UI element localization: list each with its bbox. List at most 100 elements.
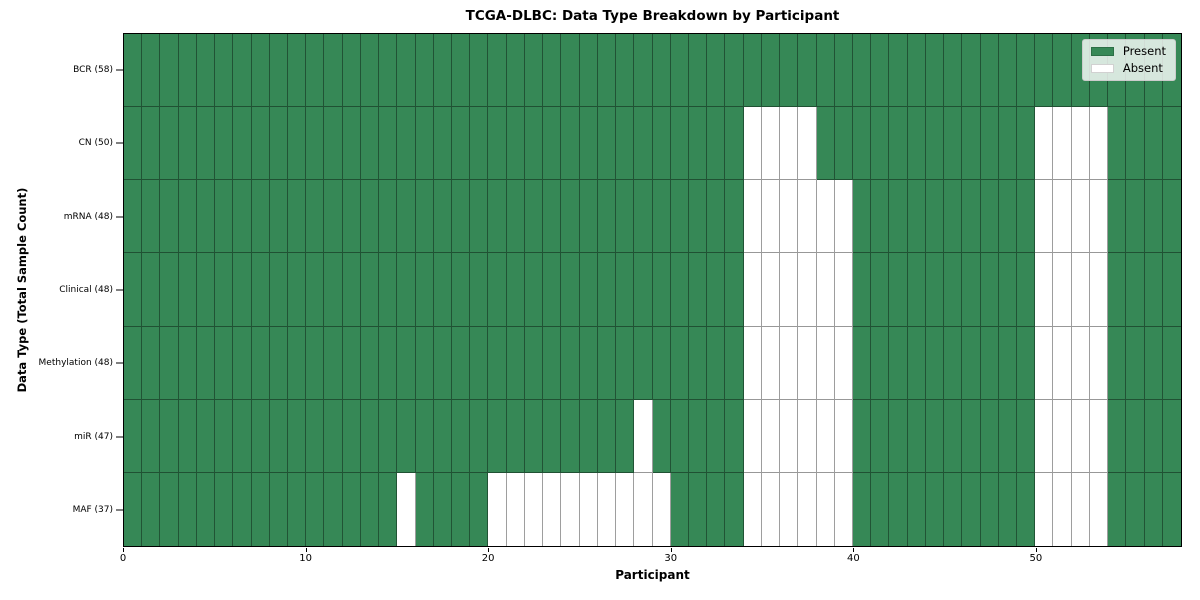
heatmap-cell <box>543 472 562 546</box>
heatmap-cell <box>634 180 653 254</box>
heatmap-cell <box>852 326 872 400</box>
x-tick-label: 40 <box>846 553 860 564</box>
heatmap-cell <box>670 399 689 473</box>
heatmap-cell <box>688 34 708 108</box>
heatmap-cell <box>288 107 307 181</box>
heatmap-cell <box>470 399 489 473</box>
heatmap-cell <box>925 107 945 181</box>
heatmap-cell <box>670 472 689 546</box>
heatmap-cell <box>379 107 398 181</box>
heatmap-cell <box>251 326 270 400</box>
heatmap-cell <box>233 180 252 254</box>
legend-entry-absent: Absent <box>1090 62 1166 75</box>
heatmap-cell <box>998 180 1017 254</box>
heatmap-cell <box>269 180 289 254</box>
heatmap-cell <box>506 326 525 400</box>
heatmap-cell <box>251 180 270 254</box>
heatmap-cell <box>1108 180 1127 254</box>
heatmap-cell <box>215 180 234 254</box>
heatmap-cell <box>707 180 726 254</box>
heatmap-cell <box>379 253 398 327</box>
heatmap-cell <box>1089 253 1109 327</box>
heatmap-cell <box>306 253 325 327</box>
heatmap-cell <box>251 472 270 546</box>
heatmap-cell <box>725 34 744 108</box>
heatmap-cell <box>616 326 635 400</box>
heatmap-cell <box>196 107 216 181</box>
heatmap-cell <box>852 253 872 327</box>
heatmap-cell <box>415 472 434 546</box>
heatmap-cell <box>652 326 671 400</box>
heatmap-cell <box>597 107 617 181</box>
heatmap-cell <box>196 253 216 327</box>
heatmap-cell <box>160 34 179 108</box>
heatmap-cell <box>269 253 289 327</box>
heatmap-cell <box>597 253 617 327</box>
heatmap-cell <box>1126 472 1145 546</box>
heatmap-cell <box>124 107 143 181</box>
heatmap-cell <box>124 180 143 254</box>
heatmap-cell <box>889 472 908 546</box>
heatmap-cell <box>688 253 708 327</box>
heatmap-cell <box>944 180 963 254</box>
heatmap-cell <box>1016 472 1036 546</box>
heatmap-cell <box>342 399 361 473</box>
heatmap-cell <box>524 399 544 473</box>
heatmap-cell <box>944 107 963 181</box>
heatmap-cell <box>1016 399 1036 473</box>
heatmap-cell <box>725 107 744 181</box>
y-tick-label: miR (47) <box>74 431 113 442</box>
heatmap-cell <box>688 399 708 473</box>
heatmap-cell <box>652 180 671 254</box>
heatmap-cell <box>852 399 872 473</box>
heatmap-cell <box>142 472 161 546</box>
heatmap-cell <box>1053 107 1072 181</box>
heatmap-cell <box>1126 180 1145 254</box>
heatmap-cell <box>707 253 726 327</box>
heatmap-cell <box>415 107 434 181</box>
heatmap-cell <box>798 180 817 254</box>
heatmap-cell <box>1053 472 1072 546</box>
heatmap-cell <box>852 472 872 546</box>
heatmap-cell <box>1016 34 1036 108</box>
heatmap-cell <box>488 180 507 254</box>
heatmap-cell <box>488 399 507 473</box>
heatmap-cell <box>178 472 197 546</box>
y-tick-label: mRNA (48) <box>63 211 113 222</box>
heatmap-cell <box>215 34 234 108</box>
heatmap-cell <box>306 472 325 546</box>
heatmap-cell <box>433 180 453 254</box>
x-tick-mark <box>123 548 124 552</box>
heatmap-cell <box>616 253 635 327</box>
heatmap-cell <box>707 326 726 400</box>
heatmap-cell <box>816 326 835 400</box>
heatmap-cell <box>616 472 635 546</box>
heatmap-cell <box>579 472 598 546</box>
legend-label-present: Present <box>1122 44 1166 58</box>
heatmap-cell <box>360 326 380 400</box>
heatmap-cell <box>852 180 872 254</box>
heatmap-cell <box>1089 399 1109 473</box>
heatmap-cell <box>324 472 343 546</box>
x-tick-label: 0 <box>119 553 127 564</box>
heatmap-cell <box>1035 34 1054 108</box>
heatmap-cell <box>1016 180 1036 254</box>
heatmap-cell <box>944 399 963 473</box>
heatmap-cell <box>962 326 981 400</box>
legend-entry-present: Present <box>1090 44 1166 58</box>
heatmap-cell <box>634 399 653 473</box>
heatmap-cell <box>998 107 1017 181</box>
heatmap-cell <box>379 399 398 473</box>
heatmap-cell <box>889 34 908 108</box>
heatmap-cell <box>543 180 562 254</box>
heatmap-cell <box>1016 107 1036 181</box>
chart-title: TCGA-DLBC: Data Type Breakdown by Partic… <box>465 8 840 24</box>
heatmap-cell <box>761 253 781 327</box>
heatmap-cell <box>944 253 963 327</box>
heatmap-cell <box>962 472 981 546</box>
heatmap-cell <box>871 34 890 108</box>
heatmap-cell <box>160 107 179 181</box>
heatmap-cell <box>124 326 143 400</box>
heatmap-cell <box>798 34 817 108</box>
heatmap-cell <box>670 253 689 327</box>
